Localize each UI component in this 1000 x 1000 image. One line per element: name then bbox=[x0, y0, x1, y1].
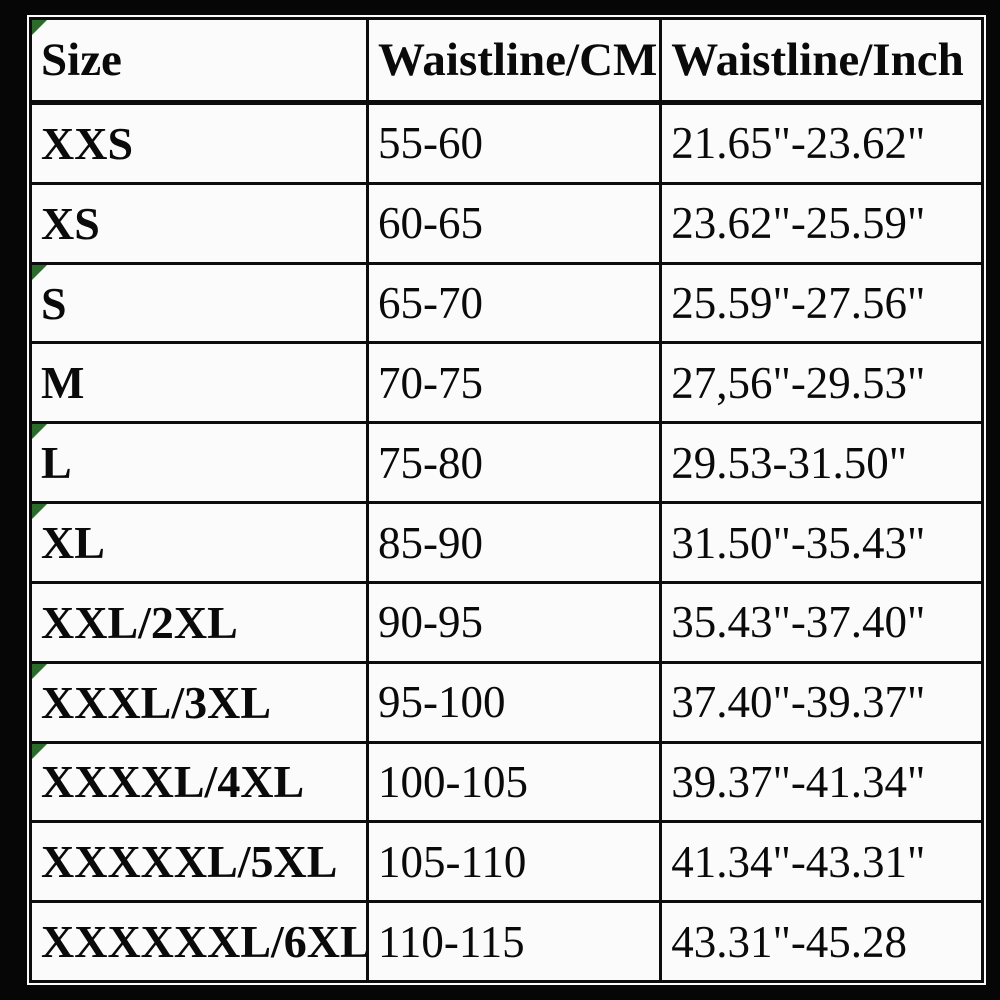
cell-size-text: L bbox=[41, 437, 72, 489]
header-size: Size bbox=[29, 17, 369, 105]
cell-size: XS bbox=[29, 181, 369, 265]
cell-waistline-inch-text: 35.43"-37.40" bbox=[671, 597, 926, 648]
cell-waistline-cm: 60-65 bbox=[365, 181, 663, 265]
cell-size: XXXL/3XL bbox=[29, 660, 369, 744]
cell-size: S bbox=[29, 261, 369, 345]
cell-waistline-cm: 65-70 bbox=[365, 261, 663, 345]
header-size-label: Size bbox=[41, 34, 122, 86]
cell-waistline-inch-text: 31.50"-35.43" bbox=[671, 517, 926, 568]
cell-size: M bbox=[29, 341, 369, 425]
cell-corner-marker-icon bbox=[33, 21, 47, 35]
cell-waistline-inch-text: 21.65"-23.62" bbox=[671, 118, 926, 169]
cell-waistline-inch: 25.59"-27.56" bbox=[659, 261, 984, 345]
cell-waistline-cm-text: 110-115 bbox=[378, 916, 525, 967]
cell-waistline-inch: 41.34"-43.31" bbox=[659, 820, 984, 904]
cell-waistline-inch: 37.40"-39.37" bbox=[659, 660, 984, 744]
cell-size-text: XXL/2XL bbox=[41, 596, 238, 648]
table-row: XXL/2XL 90-95 35.43"-37.40" bbox=[29, 580, 984, 664]
cell-size-text: M bbox=[41, 357, 85, 409]
cell-waistline-inch-text: 43.31"-45.28 bbox=[671, 916, 908, 967]
cell-waistline-inch-text: 27,56"-29.53" bbox=[671, 357, 926, 408]
cell-waistline-cm-text: 55-60 bbox=[378, 118, 483, 169]
cell-waistline-inch: 39.37"-41.34" bbox=[659, 740, 984, 824]
table-row: XXXXXL/5XL 105-110 41.34"-43.31" bbox=[29, 820, 984, 904]
cell-size-text: XXXXXXL/6XL bbox=[41, 916, 368, 968]
cell-corner-marker-icon bbox=[33, 425, 47, 440]
table-row: S 65-70 25.59"-27.56" bbox=[29, 261, 984, 345]
cell-corner-marker-icon bbox=[33, 665, 47, 679]
cell-waistline-cm-text: 85-90 bbox=[378, 517, 483, 568]
cell-waistline-inch: 35.43"-37.40" bbox=[659, 580, 984, 664]
cell-waistline-cm: 70-75 bbox=[365, 341, 663, 425]
cell-size-text: S bbox=[41, 277, 67, 329]
cell-waistline-cm: 110-115 bbox=[365, 900, 663, 983]
cell-waistline-inch: 21.65"-23.62" bbox=[659, 101, 984, 185]
table-row: XXXXL/4XL 100-105 39.37"-41.34" bbox=[29, 740, 984, 824]
cell-size: XL bbox=[29, 501, 369, 584]
cell-waistline-cm: 75-80 bbox=[365, 421, 663, 505]
cell-size: XXXXXL/5XL bbox=[29, 820, 369, 904]
cell-waistline-inch-text: 29.53-31.50" bbox=[671, 437, 908, 488]
cell-waistline-inch-text: 23.62"-25.59" bbox=[671, 198, 926, 249]
cell-size: XXXXL/4XL bbox=[29, 740, 369, 824]
size-chart: Size Waistline/CM Waistline/Inch XXS 55-6… bbox=[27, 15, 986, 985]
cell-waistline-inch: 29.53-31.50" bbox=[659, 421, 984, 505]
cell-waistline-cm-text: 65-70 bbox=[378, 278, 483, 329]
cell-corner-marker-icon bbox=[33, 266, 47, 280]
header-waistline-cm: Waistline/CM bbox=[365, 17, 663, 105]
cell-waistline-cm-text: 95-100 bbox=[378, 677, 506, 728]
size-table-body: XXS 55-60 21.65"-23.62" XS 60-65 23.62"-25.59… bbox=[29, 101, 984, 983]
table-row: XXS 55-60 21.65"-23.62" bbox=[29, 101, 984, 185]
cell-waistline-cm-text: 75-80 bbox=[378, 437, 483, 488]
cell-waistline-cm: 85-90 bbox=[365, 501, 663, 584]
cell-waistline-cm-text: 100-105 bbox=[378, 756, 528, 807]
table-row: XXXXXXL/6XL 110-115 43.31"-45.28 bbox=[29, 900, 984, 983]
cell-waistline-cm-text: 105-110 bbox=[378, 836, 527, 887]
header-row: Size Waistline/CM Waistline/Inch bbox=[29, 17, 984, 105]
cell-waistline-inch: 27,56"-29.53" bbox=[659, 341, 984, 425]
cell-corner-marker-icon bbox=[33, 505, 47, 520]
table-row: M 70-75 27,56"-29.53" bbox=[29, 341, 984, 425]
cell-waistline-cm-text: 90-95 bbox=[378, 597, 483, 648]
cell-size-text: XL bbox=[41, 517, 105, 568]
cell-waistline-inch-text: 41.34"-43.31" bbox=[671, 836, 926, 887]
table-row: XS 60-65 23.62"-25.59" bbox=[29, 181, 984, 265]
cell-size: XXXXXXL/6XL bbox=[29, 900, 369, 983]
cell-size-text: XXXL/3XL bbox=[41, 676, 272, 728]
table-row: L 75-80 29.53-31.50" bbox=[29, 421, 984, 505]
header-waistline-inch: Waistline/Inch bbox=[659, 17, 984, 105]
cell-size-text: XXS bbox=[41, 117, 134, 169]
cell-waistline-inch-text: 37.40"-39.37" bbox=[671, 677, 926, 728]
cell-waistline-cm: 100-105 bbox=[365, 740, 663, 824]
cell-waistline-inch-text: 39.37"-41.34" bbox=[671, 756, 926, 807]
cell-size: L bbox=[29, 421, 369, 505]
cell-waistline-cm: 95-100 bbox=[365, 660, 663, 744]
cell-waistline-cm: 55-60 bbox=[365, 101, 663, 185]
cell-size-text: XXXXXL/5XL bbox=[41, 836, 338, 888]
header-waistline-inch-label: Waistline/Inch bbox=[671, 34, 964, 86]
cell-waistline-cm: 90-95 bbox=[365, 580, 663, 664]
cell-size: XXL/2XL bbox=[29, 580, 369, 664]
cell-size: XXS bbox=[29, 101, 369, 185]
size-table: Size Waistline/CM Waistline/Inch XXS 55-6… bbox=[29, 17, 984, 983]
table-row: XXXL/3XL 95-100 37.40"-39.37" bbox=[29, 660, 984, 744]
cell-waistline-cm: 105-110 bbox=[365, 820, 663, 904]
cell-waistline-cm-text: 70-75 bbox=[378, 357, 483, 408]
cell-waistline-inch-text: 25.59"-27.56" bbox=[671, 278, 926, 329]
cell-waistline-inch: 31.50"-35.43" bbox=[659, 501, 984, 584]
cell-corner-marker-icon bbox=[33, 745, 47, 759]
cell-waistline-inch: 43.31"-45.28 bbox=[659, 900, 984, 983]
header-waistline-cm-label: Waistline/CM bbox=[378, 34, 658, 86]
cell-waistline-cm-text: 60-65 bbox=[378, 198, 483, 249]
cell-size-text: XXXXL/4XL bbox=[41, 756, 305, 808]
cell-waistline-inch: 23.62"-25.59" bbox=[659, 181, 984, 265]
cell-size-text: XS bbox=[41, 197, 100, 249]
table-row: XL 85-90 31.50"-35.43" bbox=[29, 501, 984, 584]
